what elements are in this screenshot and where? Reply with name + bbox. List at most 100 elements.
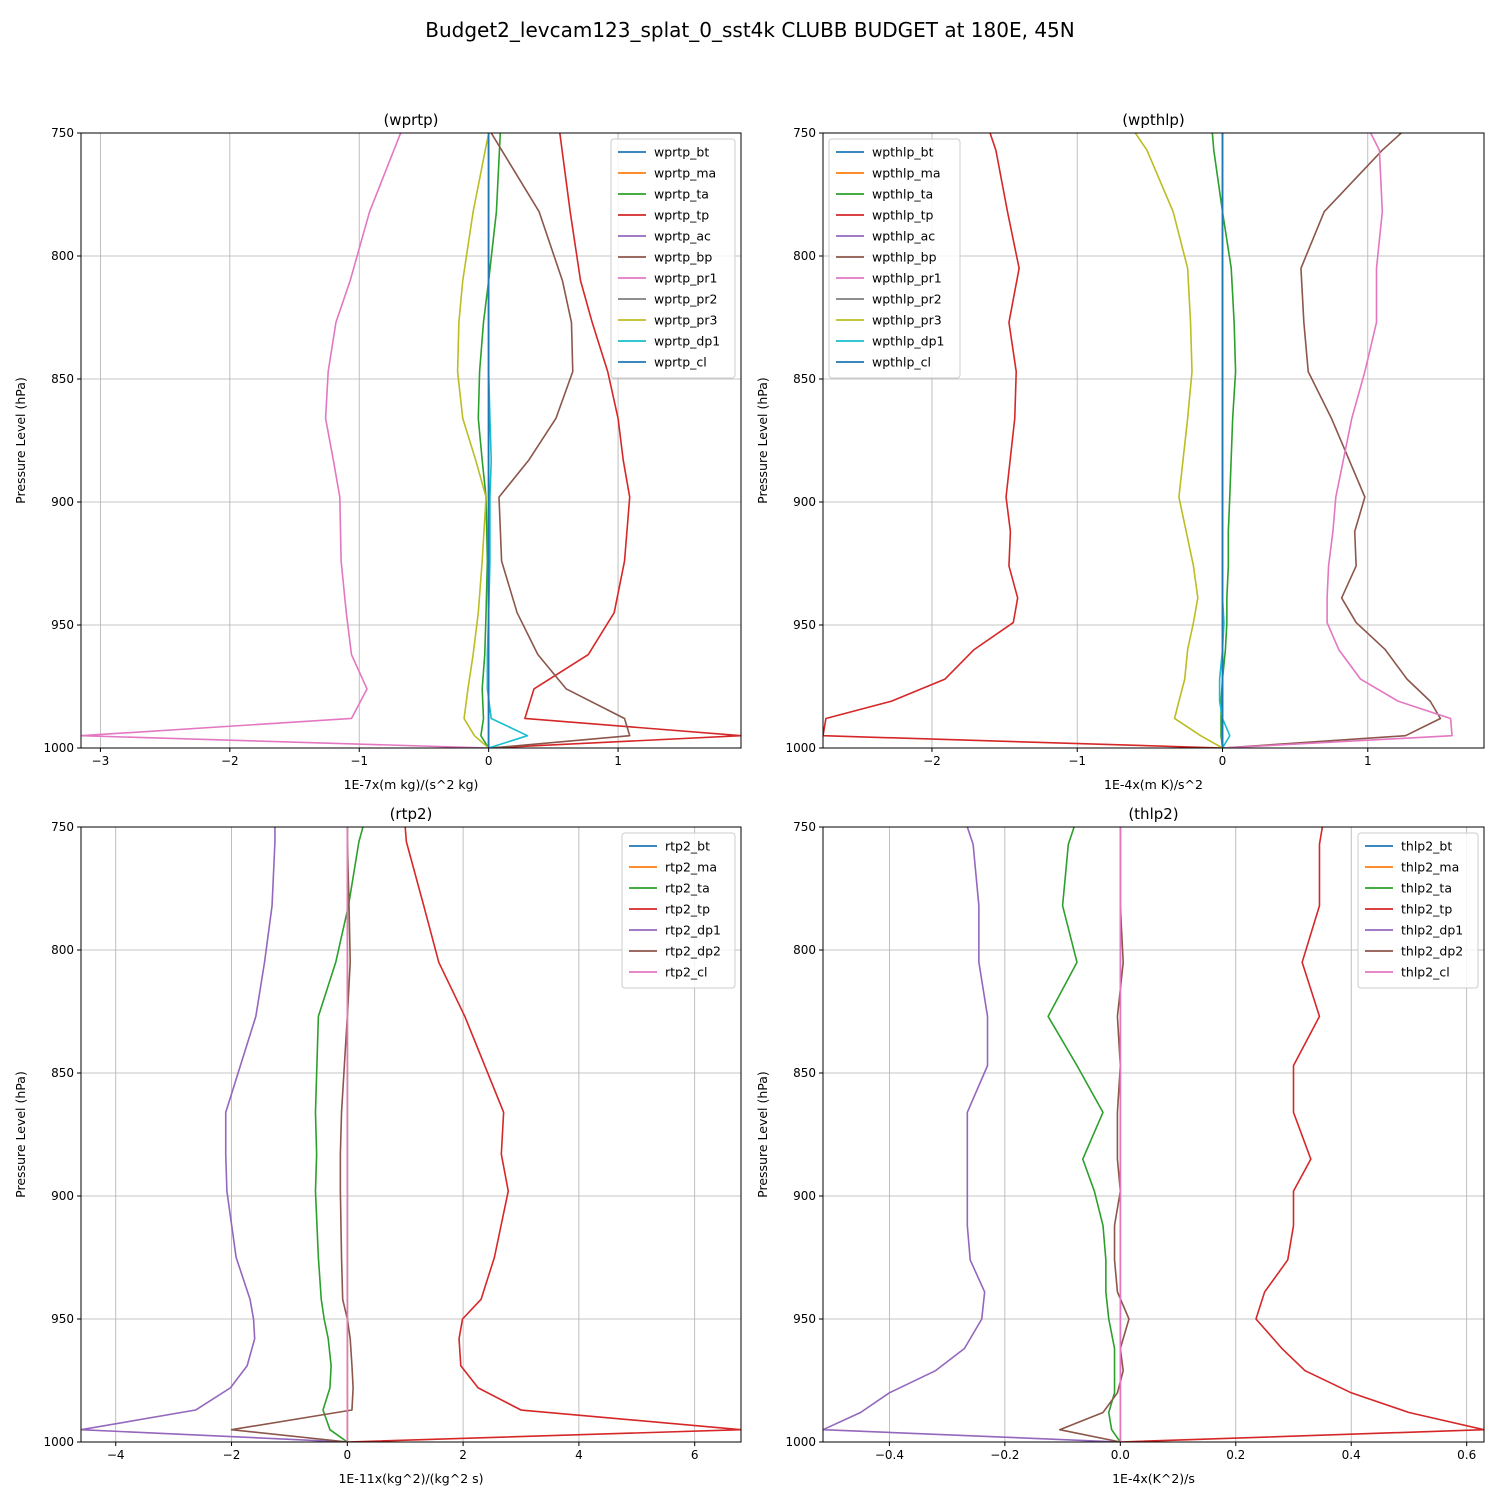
y-tick-label: 850 <box>793 372 816 386</box>
legend: rtp2_bt rtp2_ma rtp2_ta rtp2_tp rtp2_dp1 rtp2… <box>621 832 736 989</box>
legend-entry: wprtp_cl <box>654 355 707 370</box>
plot-frame <box>80 826 742 1443</box>
x-tick-label: −1 <box>1068 754 1086 768</box>
y-tick-label: 750 <box>51 126 74 140</box>
y-tick-label: 800 <box>793 249 816 263</box>
series-line-thlp2_tp <box>1120 827 1484 1442</box>
y-tick-label: 850 <box>793 1066 816 1080</box>
legend-entry: rtp2_ma <box>665 860 717 875</box>
y-axis-label: Pressure Level (hPa) <box>755 377 770 504</box>
y-tick-label: 1000 <box>785 1435 816 1449</box>
series-line-rtp2_tp <box>347 827 741 1442</box>
legend-entry: rtp2_bt <box>665 839 710 854</box>
legend-entry: wpthlp_ta <box>872 187 933 202</box>
y-axis-label: Pressure Level (hPa) <box>755 1071 770 1198</box>
series-line-wpthlp_ta <box>1211 133 1237 748</box>
series-line-thlp2_dp1 <box>823 827 1121 1442</box>
x-tick-label: −0.2 <box>990 1448 1019 1462</box>
legend-entry: wprtp_pr3 <box>654 313 717 328</box>
legend-entry: wprtp_pr1 <box>654 271 717 286</box>
legend-entry: wpthlp_tp <box>872 208 934 223</box>
x-tick-label: 0 <box>343 1448 351 1462</box>
series-line-wprtp_bp <box>490 133 631 748</box>
series-lines <box>81 133 741 748</box>
series-line-wpthlp_tp <box>823 133 1223 748</box>
legend-entry: wprtp_ac <box>654 229 711 244</box>
panel-title: (wprtp) <box>383 111 438 129</box>
legend-entry: wprtp_dp1 <box>654 334 720 349</box>
legend-entry: wpthlp_ma <box>872 166 940 181</box>
plot-frame <box>822 826 1485 1443</box>
y-axis-label: Pressure Level (hPa) <box>13 1071 28 1198</box>
series-line-rtp2_dp2 <box>230 827 354 1442</box>
legend-entry: rtp2_dp2 <box>665 944 721 959</box>
legend-box <box>828 138 961 379</box>
legend-entry: wprtp_bt <box>654 145 709 160</box>
legend-box <box>1357 832 1479 989</box>
series-line-thlp2_dp2 <box>1058 827 1130 1442</box>
y-tick-label: 1000 <box>43 1435 74 1449</box>
x-tick-label: 0.4 <box>1342 1448 1361 1462</box>
legend-entry: wpthlp_ac <box>872 229 935 244</box>
x-tick-label: 0 <box>1219 754 1227 768</box>
y-tick-label: 950 <box>793 618 816 632</box>
y-tick-label: 750 <box>51 820 74 834</box>
legend-entry: wprtp_pr2 <box>654 292 717 307</box>
x-axis-label: 1E-11x(kg^2)/(kg^2 s) <box>338 1471 483 1486</box>
legend-entry: thlp2_bt <box>1401 839 1452 854</box>
legend-entry: wpthlp_dp1 <box>872 334 944 349</box>
y-tick-label: 1000 <box>785 741 816 755</box>
x-tick-label: 0 <box>485 754 493 768</box>
y-tick-label: 750 <box>793 126 816 140</box>
panel-title: (wpthlp) <box>1122 111 1185 129</box>
legend-entry: wprtp_ta <box>654 187 709 202</box>
y-tick-label: 900 <box>51 495 74 509</box>
legend-entry: thlp2_tp <box>1401 902 1452 917</box>
x-axis-label: 1E-7x(m kg)/(s^2 kg) <box>344 777 479 792</box>
legend-box <box>621 832 736 989</box>
legend-entry: wpthlp_cl <box>872 355 931 370</box>
panel-3: −0.4 −0.2 0.0 0.2 0.4 0.6 750 800 850 900 950 1000 (… <box>755 805 1485 1486</box>
x-tick-label: 6 <box>691 1448 699 1462</box>
legend-entry: rtp2_tp <box>665 902 710 917</box>
x-tick-label: −4 <box>107 1448 125 1462</box>
y-tick-label: 900 <box>793 495 816 509</box>
panels: −3 −2 −1 0 1 750 800 850 900 950 1000 (wprtp) 1E-7x(… <box>13 111 1485 1486</box>
y-tick-label: 950 <box>793 1312 816 1326</box>
legend-entry: wpthlp_pr3 <box>872 313 942 328</box>
y-tick-label: 950 <box>51 618 74 632</box>
x-tick-label: 0.6 <box>1457 1448 1476 1462</box>
series-line-wprtp_pr3 <box>456 133 490 748</box>
legend-entry: thlp2_ma <box>1401 860 1459 875</box>
panel-0: −3 −2 −1 0 1 750 800 850 900 950 1000 (wprtp) 1E-7x(… <box>13 111 742 792</box>
x-tick-label: −3 <box>92 754 110 768</box>
y-axis-label: Pressure Level (hPa) <box>13 377 28 504</box>
y-tick-label: 850 <box>51 1066 74 1080</box>
x-tick-label: 1 <box>614 754 622 768</box>
y-tick-label: 1000 <box>43 741 74 755</box>
legend-entry: thlp2_ta <box>1401 881 1452 896</box>
x-tick-label: 0.0 <box>1111 1448 1130 1462</box>
x-axis-label: 1E-4x(K^2)/s <box>1112 1471 1195 1486</box>
series-lines <box>823 827 1484 1442</box>
legend-entry: wprtp_ma <box>654 166 716 181</box>
x-tick-label: −0.4 <box>875 1448 904 1462</box>
legend-entry: wprtp_tp <box>654 208 709 223</box>
legend-entry: wpthlp_pr1 <box>872 271 942 286</box>
legend-entry: thlp2_cl <box>1401 965 1450 980</box>
panel-1: −2 −1 0 1 750 800 850 900 950 1000 (wpthlp) 1E-4x(m… <box>755 111 1485 792</box>
x-tick-label: −2 <box>221 754 239 768</box>
y-tick-label: 850 <box>51 372 74 386</box>
x-tick-label: −2 <box>923 754 941 768</box>
x-tick-label: −2 <box>223 1448 241 1462</box>
panel-2: −4 −2 0 2 4 6 750 800 850 900 950 1000 (rtp2) 1E-11x(… <box>13 805 742 1486</box>
legend-entry: rtp2_ta <box>665 881 710 896</box>
x-tick-label: 0.2 <box>1226 1448 1245 1462</box>
legend: thlp2_bt thlp2_ma thlp2_ta thlp2_tp thlp2_dp… <box>1357 832 1479 989</box>
legend-entry: wpthlp_bt <box>872 145 934 160</box>
x-tick-label: 4 <box>575 1448 583 1462</box>
legend-entry: thlp2_dp1 <box>1401 923 1463 938</box>
series-lines <box>81 827 741 1442</box>
y-tick-label: 950 <box>51 1312 74 1326</box>
plot-frame <box>822 132 1485 749</box>
